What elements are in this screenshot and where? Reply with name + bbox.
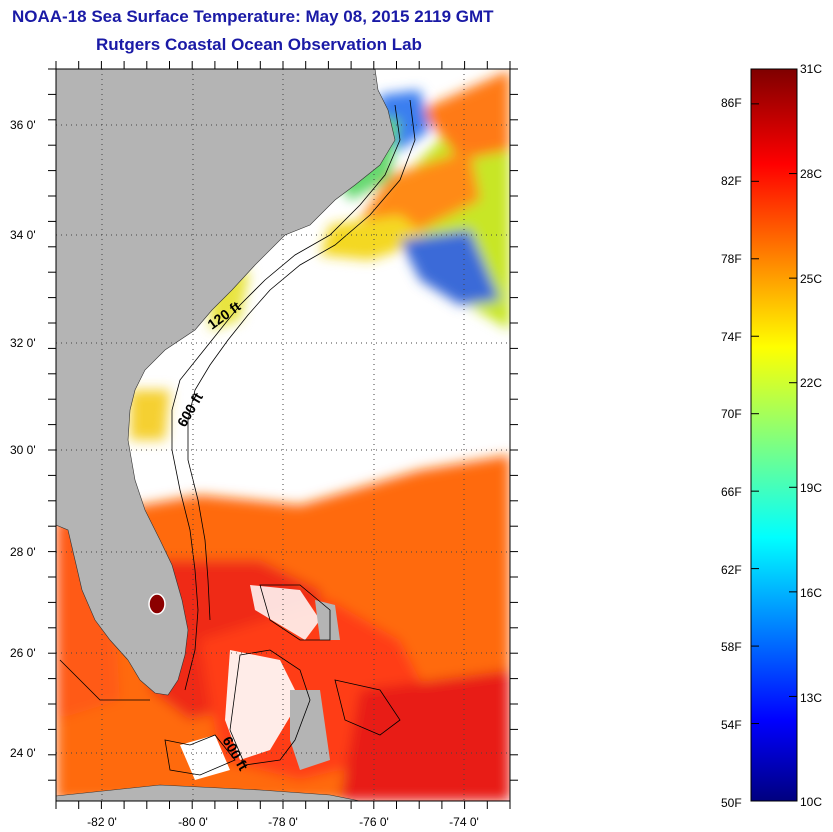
map-subtitle: Rutgers Coastal Ocean Observation Lab <box>96 35 422 54</box>
lon-label: -82 0' <box>87 815 117 829</box>
lat-label: 30 0' <box>10 443 36 457</box>
colorbar-c-label: 31C <box>800 62 823 76</box>
land-mass <box>56 69 396 696</box>
colorbar-c-label: 25C <box>800 272 823 286</box>
lat-label: 34 0' <box>10 228 36 242</box>
lon-label: -80 0' <box>178 815 208 829</box>
colorbar-c-label: 22C <box>800 376 823 390</box>
cuba-coast <box>56 784 361 801</box>
colorbar-f-label: 70F <box>721 407 742 421</box>
frame-ticks <box>48 61 518 809</box>
lon-label: -78 0' <box>268 815 298 829</box>
lon-label: -76 0' <box>359 815 389 829</box>
colorbar-c-label: 19C <box>800 481 823 495</box>
colorbar-f-label: 78F <box>721 252 742 266</box>
lake-okeechobee <box>148 593 166 615</box>
colorbar-c-label: 10C <box>800 795 823 809</box>
colorbar-c-label: 16C <box>800 586 823 600</box>
colorbar-f-label: 62F <box>721 563 742 577</box>
colorbar-f-label: 58F <box>721 640 742 654</box>
colorbar-c-label: 13C <box>800 691 823 705</box>
lat-label: 24 0' <box>10 746 36 760</box>
bahamas-bank <box>180 585 340 780</box>
colorbar-f-label: 54F <box>721 718 742 732</box>
map-title: NOAA-18 Sea Surface Temperature: May 08,… <box>12 7 494 26</box>
colorbar <box>750 68 798 802</box>
lat-label: 32 0' <box>10 336 36 350</box>
bathymetry-contours <box>59 99 416 776</box>
colorbar-f-label: 86F <box>721 96 742 110</box>
colorbar-f-label: 82F <box>721 174 742 188</box>
lat-label: 36 0' <box>10 118 36 132</box>
lon-label: -74 0' <box>449 815 479 829</box>
colorbar-f-label: 50F <box>721 796 742 810</box>
grid-lines <box>56 69 510 801</box>
colorbar-c-label: 28C <box>800 167 823 181</box>
lat-label: 26 0' <box>10 646 36 660</box>
lat-label: 28 0' <box>10 545 36 559</box>
colorbar-f-label: 66F <box>721 485 742 499</box>
colorbar-ticks <box>751 103 797 725</box>
colorbar-f-label: 74F <box>721 330 742 344</box>
